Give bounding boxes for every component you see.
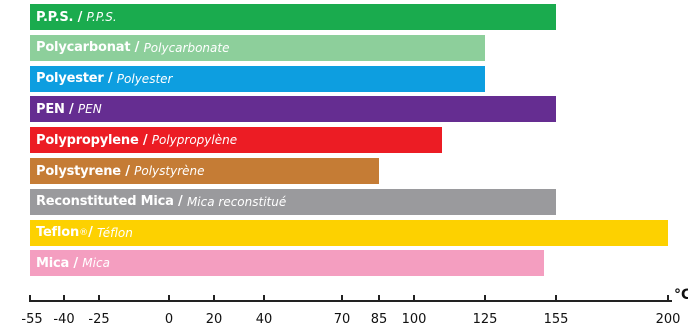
bar-label: Polypropylene (36, 132, 139, 148)
x-tick-label: 125 (472, 312, 498, 327)
bar-label: P.P.S. (36, 9, 74, 25)
bar: Polypropylene / Polypropylène (30, 127, 443, 154)
bar: Teflon ® / Téflon (30, 219, 668, 246)
x-tick (98, 295, 100, 302)
bar-label-translation: Mica (82, 256, 110, 271)
x-tick (213, 295, 215, 302)
bar-label-translation: Mica reconstitué (186, 194, 287, 209)
bar-label: Polycarbonat (36, 40, 131, 56)
bar-label-translation: Polystyrène (134, 164, 205, 178)
x-tick-label: 155 (543, 312, 569, 327)
bar-label-translation: Polyester (116, 71, 173, 86)
x-tick (29, 295, 31, 302)
x-tick-label: -40 (53, 312, 75, 327)
x-tick (378, 295, 380, 302)
bar: Polystyrene / Polystyrène (30, 158, 379, 184)
x-tick-label: 0 (164, 312, 174, 327)
bar-label-translation: PEN (77, 102, 102, 117)
bar-label-translation: Polycarbonate (143, 40, 230, 55)
bar-label-separator: / (69, 255, 83, 271)
x-tick (263, 295, 265, 302)
bar-label: Reconstituted Mica (36, 194, 174, 210)
bar: Mica / Mica (30, 250, 545, 277)
x-tick (413, 295, 415, 302)
x-tick-label: 70 (333, 312, 351, 327)
bar-label-separator: / (103, 71, 117, 87)
bar-label: Polyester (36, 71, 104, 87)
bar: PEN / PEN (30, 96, 556, 123)
bar-label-translation: Polypropylène (151, 133, 238, 148)
bar-label-separator: / (130, 40, 144, 56)
bar-label: Teflon (36, 225, 80, 241)
bar: Polyester / Polyester (30, 65, 485, 92)
bar-label-separator: / (88, 225, 97, 241)
x-tick (555, 295, 557, 302)
x-tick-label: 100 (401, 312, 427, 327)
x-axis-line (30, 300, 672, 302)
x-tick-label: 200 (655, 312, 681, 327)
x-tick (484, 295, 486, 302)
bar-label-translation: P.P.S. (86, 10, 117, 24)
bar-label-translation: Téflon (96, 225, 133, 240)
x-tick (667, 295, 669, 302)
x-tick (341, 295, 343, 302)
x-tick-label: -55 (21, 312, 43, 327)
bar-label: Mica (36, 255, 70, 271)
axis-unit: °C (674, 287, 688, 303)
bar: Polycarbonat / Polycarbonate (30, 34, 485, 61)
bar-label-separator: / (120, 163, 135, 179)
bar: P.P.S. / P.P.S. (30, 4, 556, 30)
bar-label-separator: / (138, 132, 152, 148)
x-tick-label: -25 (88, 312, 110, 327)
x-tick (63, 295, 65, 302)
x-tick (168, 295, 170, 302)
bar: Reconstituted Mica / Mica reconstitué (30, 188, 556, 215)
bar-label-separator: / (73, 9, 87, 25)
registered-mark: ® (79, 227, 89, 238)
x-tick-label: 40 (255, 312, 273, 327)
bar-label: PEN (36, 101, 65, 117)
bar-label: Polystyrene (36, 163, 121, 179)
x-tick-label: 85 (370, 312, 388, 327)
bar-label-separator: / (64, 101, 78, 117)
x-tick-label: 20 (205, 312, 223, 327)
bar-label-separator: / (173, 194, 187, 210)
